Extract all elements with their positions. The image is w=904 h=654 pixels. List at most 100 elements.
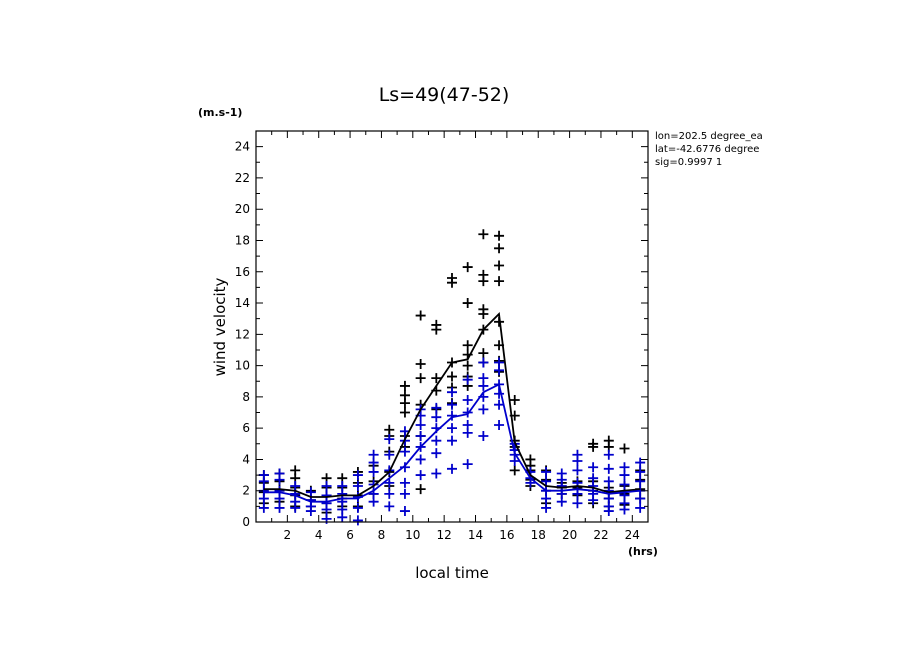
x-unit-label: (hrs)	[628, 545, 658, 558]
x-tick-label: 12	[437, 528, 452, 542]
data-point-blue	[635, 502, 646, 513]
data-point-blue	[431, 435, 442, 446]
data-point-black	[415, 373, 426, 384]
data-point-black	[399, 380, 410, 391]
y-tick-label: 18	[235, 233, 250, 247]
data-point-blue	[399, 462, 410, 473]
data-point-blue	[384, 501, 395, 512]
data-point-blue	[274, 468, 285, 479]
data-point-blue	[431, 412, 442, 423]
y-tick-label: 2	[242, 484, 250, 498]
mean-line-black	[263, 312, 641, 498]
data-point-blue	[321, 481, 332, 492]
data-point-blue	[337, 481, 348, 492]
data-point-blue	[321, 490, 332, 501]
data-point-blue	[368, 449, 379, 460]
x-axis-label: local time	[415, 564, 489, 582]
data-point-blue	[603, 449, 614, 460]
y-tick-label: 12	[235, 327, 250, 341]
data-point-black	[494, 260, 505, 271]
data-point-blue	[352, 470, 363, 481]
x-tick-label: 16	[499, 528, 514, 542]
annotation-lat: lat=-42.6776 degree	[655, 144, 759, 155]
data-point-blue	[478, 357, 489, 368]
data-point-blue	[478, 373, 489, 384]
data-point-black	[588, 438, 599, 449]
x-tick-label: 6	[346, 528, 354, 542]
data-point-black	[494, 243, 505, 254]
data-point-blue	[462, 395, 473, 406]
data-point-black	[462, 340, 473, 351]
x-tick-label: 10	[405, 528, 420, 542]
data-point-blue	[556, 468, 567, 479]
x-tick-label: 2	[284, 528, 292, 542]
data-point-blue	[305, 487, 316, 498]
data-point-blue	[588, 462, 599, 473]
data-point-blue	[431, 402, 442, 413]
data-point-blue	[588, 473, 599, 484]
x-tick-label: 20	[562, 528, 577, 542]
data-point-black	[399, 390, 410, 401]
data-point-blue	[478, 404, 489, 415]
chart-title: Ls=49(47-52)	[379, 84, 510, 106]
data-point-black	[415, 310, 426, 321]
data-point-black	[478, 304, 489, 315]
y-tick-label: 10	[235, 359, 250, 373]
data-point-black	[462, 298, 473, 309]
data-point-blue	[399, 477, 410, 488]
y-tick-label: 0	[242, 515, 250, 529]
data-point-blue	[384, 488, 395, 499]
data-point-blue	[462, 459, 473, 470]
y-tick-label: 6	[242, 421, 250, 435]
data-point-black	[431, 373, 442, 384]
data-point-blue	[399, 488, 410, 499]
data-point-blue	[619, 479, 630, 490]
axes: 2 4 6 8 10 12 14 16 18 20 22 2402468101214161820222…	[235, 130, 649, 542]
data-point-black	[415, 359, 426, 370]
data-point-blue	[431, 468, 442, 479]
data-point-black	[478, 348, 489, 359]
data-point-black	[431, 319, 442, 330]
data-point-blue	[384, 477, 395, 488]
data-point-black	[462, 262, 473, 273]
data-point-blue	[258, 470, 269, 481]
data-point-blue	[494, 388, 505, 399]
data-point-black	[619, 443, 630, 454]
data-point-black	[447, 273, 457, 284]
y-tick-label: 14	[235, 296, 250, 310]
y-tick-label: 20	[235, 202, 250, 216]
series-black	[258, 229, 646, 518]
data-point-black	[399, 407, 410, 418]
data-point-black	[290, 465, 301, 476]
data-point-blue	[399, 506, 410, 517]
data-point-blue	[541, 466, 552, 477]
data-point-blue	[572, 465, 583, 476]
data-point-blue	[368, 479, 379, 490]
data-point-black	[494, 230, 505, 241]
data-point-blue	[415, 430, 426, 441]
x-tick-label: 22	[593, 528, 608, 542]
data-point-blue	[415, 454, 426, 465]
data-point-blue	[635, 457, 646, 468]
annotations: lon=202.5 degree_ea lat=-42.6776 degree …	[655, 131, 763, 168]
mean-line-blue	[263, 383, 641, 503]
data-point-black	[462, 360, 473, 371]
data-point-blue	[399, 446, 410, 457]
x-tick-label: 8	[378, 528, 386, 542]
data-point-blue	[415, 470, 426, 481]
data-point-blue	[541, 476, 552, 487]
data-point-blue	[635, 476, 646, 487]
data-point-black	[478, 229, 489, 240]
data-point-blue	[619, 462, 630, 473]
x-tick-label: 18	[531, 528, 546, 542]
data-point-blue	[541, 502, 552, 513]
data-point-blue	[447, 423, 457, 434]
data-point-blue	[494, 420, 505, 431]
y-tick-label: 22	[235, 171, 250, 185]
data-point-blue	[368, 466, 379, 477]
y-axis-label: wind velocity	[211, 277, 229, 376]
data-point-blue	[462, 407, 473, 418]
data-point-black	[478, 269, 489, 280]
data-point-black	[415, 484, 426, 495]
data-point-blue	[431, 448, 442, 459]
